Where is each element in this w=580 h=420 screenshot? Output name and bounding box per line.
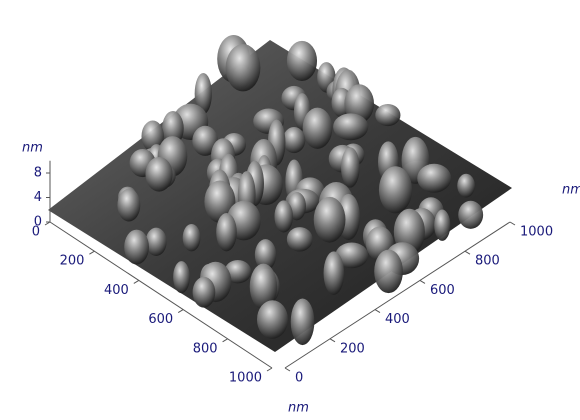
surface-bump bbox=[375, 104, 400, 126]
surface-bump bbox=[417, 164, 451, 193]
surface-bump bbox=[226, 44, 261, 91]
surface-bump bbox=[183, 224, 201, 251]
x-tick-label: 1000 bbox=[229, 371, 262, 386]
x-tick bbox=[178, 310, 183, 313]
z-axis-label: nm bbox=[22, 141, 43, 156]
y-tick bbox=[330, 339, 335, 342]
y-tick-label: 600 bbox=[430, 283, 455, 298]
x-tick bbox=[134, 280, 139, 283]
z-tick-label: 4 bbox=[34, 190, 42, 205]
y-tick bbox=[375, 310, 380, 313]
surface-bump bbox=[124, 230, 149, 265]
x-tick-label: 400 bbox=[104, 283, 129, 298]
surface-bump bbox=[314, 197, 346, 243]
x-tick-label: 600 bbox=[148, 312, 173, 327]
surface-bump bbox=[374, 250, 403, 294]
x-tick bbox=[223, 339, 228, 342]
surface-bump bbox=[117, 189, 140, 222]
chart: nm nm nm 0480200400600800100002004006008… bbox=[0, 0, 580, 420]
y-tick-label: 0 bbox=[295, 371, 303, 386]
surface-bump bbox=[274, 200, 292, 232]
y-tick bbox=[465, 251, 470, 254]
surface-bump bbox=[341, 147, 360, 187]
y-axis-label: nm bbox=[562, 183, 580, 198]
surface-bump bbox=[216, 213, 237, 251]
surface-bump bbox=[324, 251, 345, 295]
surface-bump bbox=[379, 166, 412, 213]
y-tick-label: 1000 bbox=[520, 225, 553, 240]
surface-bump bbox=[173, 261, 190, 293]
surface-bump bbox=[146, 228, 167, 256]
x-axis-label: nm bbox=[288, 401, 309, 416]
x-tick-label: 800 bbox=[193, 341, 218, 356]
surface-bump bbox=[193, 277, 216, 308]
surface-bump bbox=[287, 41, 317, 81]
surface-bump bbox=[257, 300, 288, 339]
y-tick bbox=[510, 222, 515, 225]
surface-bump bbox=[434, 210, 450, 241]
x-tick bbox=[89, 251, 94, 254]
x-tick bbox=[267, 368, 272, 371]
surface-bump bbox=[287, 227, 313, 251]
z-tick-label: 8 bbox=[34, 166, 42, 181]
y-tick-label: 400 bbox=[385, 312, 410, 327]
surface-bump bbox=[333, 113, 368, 140]
x-tick-label: 0 bbox=[32, 225, 40, 240]
x-tick-label: 200 bbox=[60, 254, 85, 269]
surface bbox=[48, 35, 512, 352]
surface-bump bbox=[291, 298, 315, 345]
surface-bump bbox=[283, 127, 305, 153]
surface-bump bbox=[457, 174, 475, 198]
y-tick-label: 800 bbox=[475, 254, 500, 269]
y-tick-label: 200 bbox=[340, 341, 365, 356]
y-tick bbox=[420, 280, 425, 283]
surface-bump bbox=[458, 201, 483, 229]
y-tick bbox=[285, 368, 290, 371]
surface-bump bbox=[145, 157, 172, 192]
surface-bump bbox=[303, 108, 333, 149]
